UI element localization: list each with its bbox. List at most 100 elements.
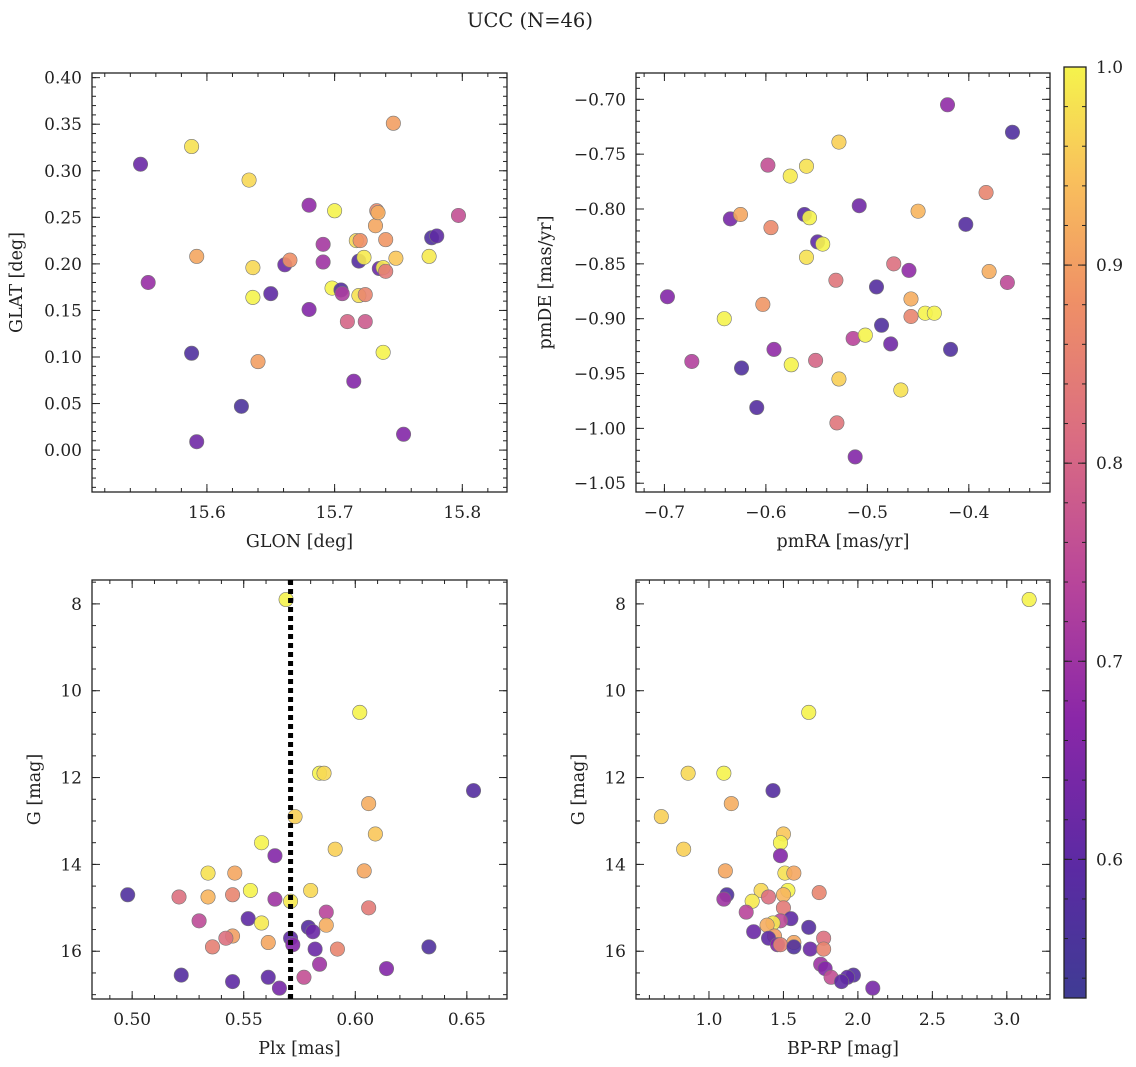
data-point [305,924,321,940]
data-point [334,286,350,302]
data-point [978,185,994,201]
x-tick-label: −0.7 [644,503,685,523]
data-point [357,287,373,303]
axes-frame [635,579,1051,1000]
data-point [140,274,156,290]
scatter-points [653,592,1037,996]
data-point [893,382,909,398]
data-point [831,134,847,150]
axes-frame [91,579,508,1000]
data-point [301,197,317,213]
y-tick-label: 12 [604,769,626,789]
data-point [367,218,383,234]
colorbar: 0.6 0.7 0.8 0.9 1.0 [1063,58,1123,999]
y-tick-label: 0.15 [44,301,82,321]
y-tick-label: 12 [60,769,82,789]
data-point [765,783,781,799]
data-point [659,289,675,305]
data-point [225,974,241,990]
data-point [250,354,266,370]
data-point [367,826,383,842]
data-point [278,592,294,608]
y-tick-label: 0.10 [44,348,82,368]
data-point [981,264,997,280]
data-point [267,848,283,864]
data-point [260,935,276,951]
data-point [834,974,850,990]
data-point [943,341,959,357]
colorbar-gradient [1064,67,1086,998]
y-tick-label: 16 [60,942,82,962]
data-point [676,841,692,857]
data-point [315,254,331,270]
y-tick-label: −1.00 [574,419,626,439]
data-point [466,783,482,799]
data-point [903,291,919,307]
data-point [287,809,303,825]
data-point [749,400,765,416]
x-tick-label: −0.4 [948,503,989,523]
x-tick-label: 15.6 [188,503,226,523]
data-point [999,274,1015,290]
data-point [786,865,802,881]
data-point [240,911,256,927]
x-tick-label: 15.7 [316,503,354,523]
data-point [734,360,750,376]
data-point [874,317,890,333]
data-point [327,203,343,219]
data-point [851,198,867,214]
data-point [847,449,863,465]
colorbar-tick-label: 0.7 [1096,652,1123,672]
y-tick-label: 0.25 [44,208,82,228]
cmd-panel: 1.0 1.5 2.0 2.5 3.0 8 10 12 14 16 BP-RP [mag] G [ma… [569,579,1051,1059]
data-point [808,352,824,368]
data-point [315,236,331,252]
y-tick-label: −0.95 [574,365,626,385]
data-point [385,115,401,131]
y-tick-label: −1.05 [574,474,626,494]
axes-frame [635,72,1051,493]
scatter-points [120,592,482,996]
y-axis-label: G [mag] [25,754,45,825]
data-point [233,398,249,414]
data-point [429,228,445,244]
data-point [356,249,372,265]
y-tick-label: 14 [60,855,82,875]
data-point [723,796,739,812]
data-point [218,930,234,946]
data-point [421,248,437,264]
data-point [828,272,844,288]
data-point [926,305,942,321]
data-point [802,210,818,226]
y-tick-label: 8 [615,595,626,615]
y-tick-label: −0.80 [574,200,626,220]
data-point [307,941,323,957]
data-point [782,168,798,184]
data-point [263,286,279,302]
scatter-points [133,115,466,450]
x-axis-label: BP-RP [mag] [787,1039,899,1059]
data-point [327,841,343,857]
data-point [189,248,205,264]
data-point [958,216,974,232]
data-point [763,220,779,236]
y-tick-label: 10 [60,682,82,702]
data-point [388,250,404,266]
y-tick-label: 0.00 [44,441,82,461]
data-point [421,939,437,955]
data-point [901,262,917,278]
x-tick-label: 2.5 [919,1010,946,1030]
data-point [361,796,377,812]
data-point [716,765,732,781]
data-point [775,887,791,903]
x-tick-label: 2.0 [844,1010,871,1030]
data-point [738,904,754,920]
data-point [245,289,261,305]
x-tick-label: 0.50 [113,1010,151,1030]
data-point [786,939,802,955]
data-point [378,232,394,248]
data-point [772,848,788,864]
data-point [120,887,136,903]
data-point [940,97,956,113]
